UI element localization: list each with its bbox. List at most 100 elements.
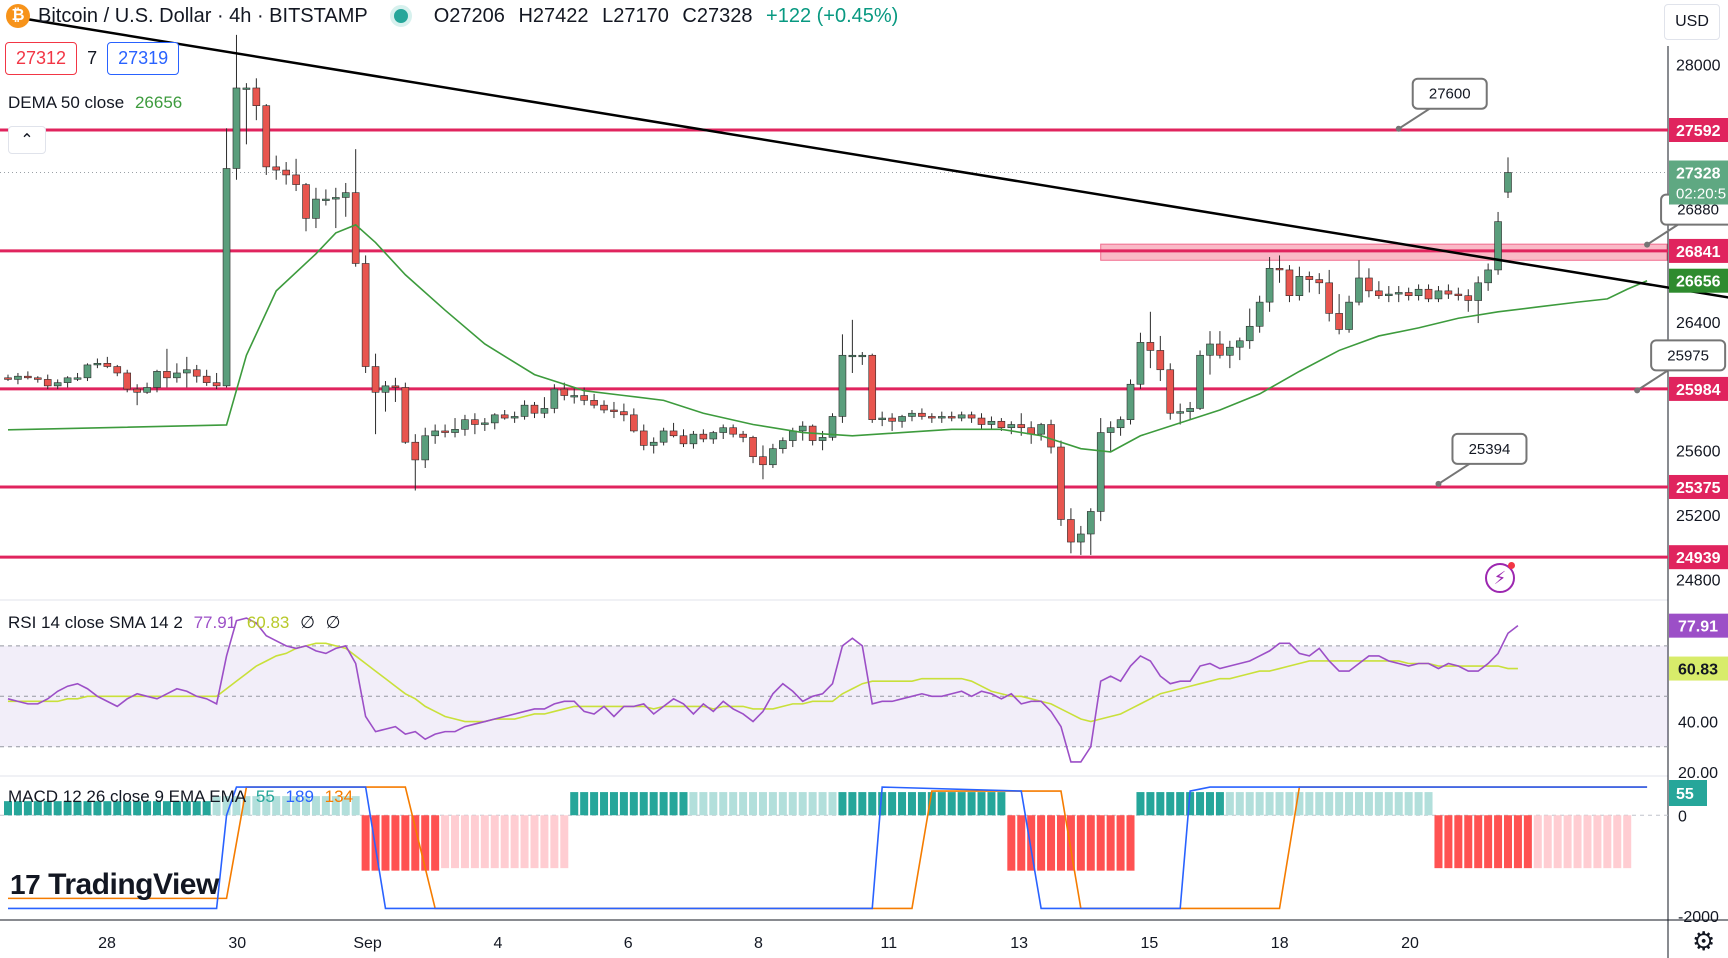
- macd-histogram-bar: [470, 815, 479, 869]
- macd-histogram-bar: [1176, 792, 1185, 816]
- candle-body: [192, 369, 201, 377]
- macd-histogram-bar: [1315, 792, 1324, 816]
- callout-label: 25394: [1469, 441, 1511, 458]
- rsi-legend[interactable]: RSI 14 close SMA 14 2 77.91 60.83 ∅ ∅: [8, 613, 340, 633]
- macd-histogram-bar: [510, 815, 519, 869]
- candle-body: [1504, 172, 1512, 193]
- candle-body: [1474, 282, 1482, 301]
- sell-button[interactable]: 27312: [5, 42, 78, 75]
- candle-body: [143, 387, 151, 393]
- candle-body: [1146, 342, 1155, 351]
- macd-histogram-bar: [977, 792, 986, 816]
- candle-body: [43, 379, 52, 387]
- dema-legend[interactable]: DEMA 50 close 26656: [8, 93, 182, 113]
- macd-histogram-bar: [411, 815, 420, 871]
- buy-button[interactable]: 27319: [107, 42, 180, 75]
- notification-dot: [1508, 562, 1515, 569]
- candle-body: [679, 435, 688, 445]
- tradingview-logo[interactable]: 17 TradingView: [10, 868, 219, 902]
- callout-label: 26880: [1677, 202, 1719, 219]
- candle-body: [580, 395, 588, 401]
- symbol-title[interactable]: Bitcoin / U.S. Dollar · 4h · BITSTAMP: [38, 4, 368, 27]
- candle-body: [14, 375, 22, 380]
- candle-body: [490, 414, 499, 424]
- tradingview-mark-icon: 17: [10, 869, 41, 900]
- macd-histogram-bar: [53, 801, 62, 816]
- candle-body: [53, 382, 62, 387]
- macd-label: MACD 12 26 close 9 EMA EMA: [8, 787, 246, 806]
- time-tick-label: 11: [880, 935, 897, 952]
- candle-body: [1067, 519, 1075, 543]
- candle-body: [818, 437, 827, 441]
- candle-body: [878, 417, 886, 420]
- time-tick-label: 4: [493, 935, 502, 952]
- trend-line: [7, 14, 1728, 299]
- macd-histogram-bar: [1494, 815, 1503, 869]
- macd-histogram-bar: [500, 815, 509, 869]
- macd-histogram-bar: [1404, 792, 1413, 816]
- macd-histogram-bar: [1136, 792, 1145, 816]
- macd-histogram-bar: [133, 801, 142, 816]
- macd-histogram-bar: [1146, 792, 1155, 816]
- candle-body: [431, 430, 439, 437]
- macd-legend[interactable]: MACD 12 26 close 9 EMA EMA 55 189 134: [8, 787, 353, 807]
- macd-histogram-bar: [1066, 815, 1075, 871]
- macd-histogram-bar: [1613, 815, 1622, 869]
- macd-histogram-bar: [43, 801, 52, 816]
- macd-histogram-bar: [1484, 815, 1493, 869]
- callout-label: 27600: [1429, 86, 1471, 103]
- rsi-tick-label: 40.00: [1678, 715, 1718, 732]
- candle-body: [1106, 427, 1115, 433]
- macd-histogram-bar: [619, 792, 628, 816]
- macd-histogram-bar: [1047, 815, 1056, 871]
- macd-histogram-bar: [192, 801, 201, 816]
- candle-body: [769, 448, 777, 466]
- time-tick-label: 8: [754, 935, 763, 952]
- candle-body: [113, 366, 122, 374]
- candle-body: [967, 414, 976, 419]
- ohlc-high: H27422: [518, 4, 589, 27]
- macd-histogram-bar: [242, 796, 251, 816]
- macd-tag-label: 55: [1676, 786, 1694, 803]
- candle-body: [639, 430, 648, 446]
- callout-box: [1451, 432, 1528, 465]
- time-tick-label: 15: [1141, 935, 1159, 952]
- macd-tick-label: 0: [1678, 808, 1687, 825]
- candle-body: [520, 404, 529, 417]
- macd-histogram-bar: [649, 792, 658, 816]
- macd-histogram-bar: [957, 792, 966, 816]
- macd-histogram-bar: [1235, 792, 1244, 816]
- candle-body: [1176, 411, 1184, 414]
- candle-body: [1017, 424, 1026, 429]
- macd-histogram-bar: [788, 792, 797, 816]
- candle-body: [947, 416, 956, 419]
- candle-body: [451, 429, 459, 433]
- ohlc-low: L27170: [602, 4, 669, 27]
- macd-histogram-bar: [1196, 792, 1205, 816]
- collapse-legend-button[interactable]: ⌃: [8, 126, 46, 154]
- candle-body: [937, 416, 946, 419]
- market-status-icon[interactable]: [389, 5, 412, 27]
- candle-body: [361, 263, 370, 367]
- currency-selector[interactable]: USD: [1664, 4, 1720, 40]
- candle-body: [1156, 350, 1165, 371]
- candle-body: [63, 377, 72, 383]
- macd-histogram-bar: [331, 796, 340, 816]
- price-tag-bg: [1669, 545, 1728, 570]
- macd-histogram-bar: [1434, 815, 1443, 869]
- ohlc-change: +122 (+0.45%): [766, 4, 899, 27]
- settings-gear-icon[interactable]: ⚙: [1692, 926, 1716, 956]
- macd-histogram-bar: [1056, 815, 1065, 871]
- price-tag-bg: [1669, 160, 1728, 205]
- macd-histogram-bar: [401, 815, 410, 871]
- macd-histogram-bar: [1563, 815, 1572, 869]
- rsi-tag-bg: [1669, 613, 1728, 638]
- candle-body: [1136, 342, 1145, 385]
- price-tag-label: 26841: [1676, 244, 1721, 261]
- candle-body: [1086, 511, 1095, 535]
- candle-body: [4, 377, 12, 380]
- macd-histogram-bar: [1255, 792, 1264, 816]
- candle-body: [510, 416, 519, 419]
